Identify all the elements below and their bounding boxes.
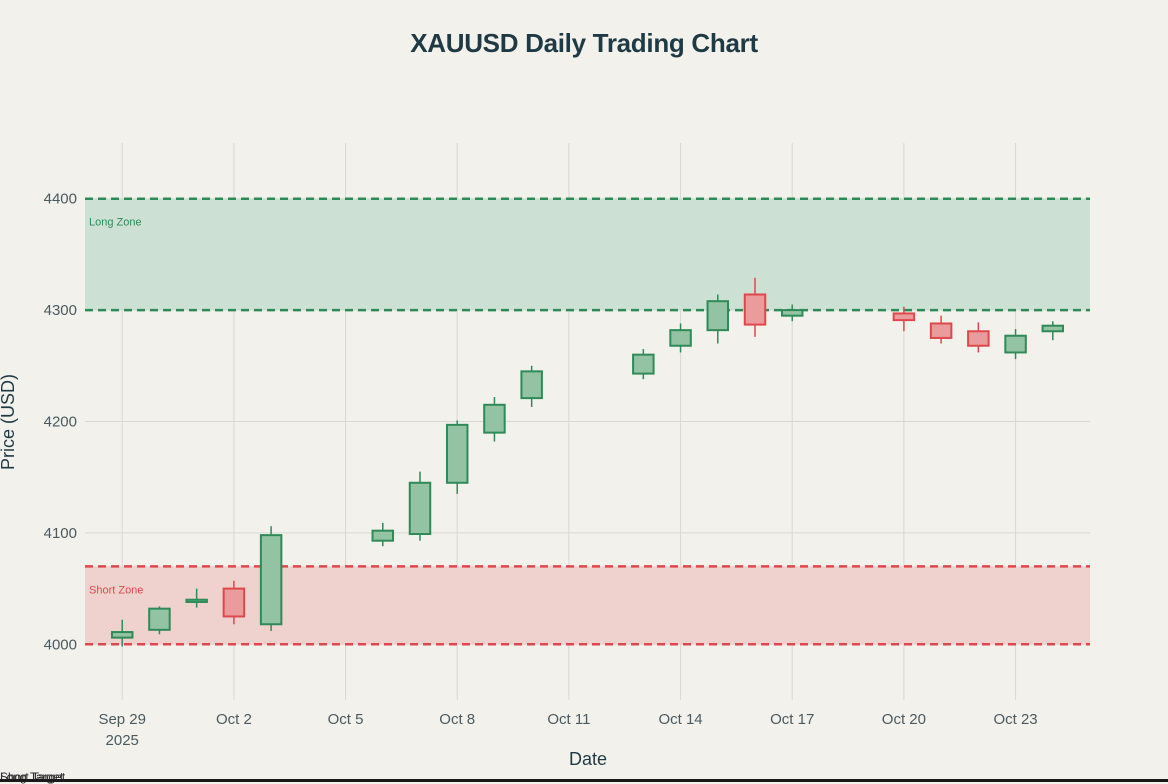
zone-band bbox=[85, 566, 1090, 645]
candle-body bbox=[1041, 324, 1065, 333]
y-tick-label: 4300 bbox=[44, 302, 77, 319]
candle-body bbox=[259, 534, 283, 626]
x-tick-sublabel: 2025 bbox=[106, 732, 139, 749]
x-tick-label: Oct 17 bbox=[770, 711, 814, 728]
candle-body bbox=[371, 529, 395, 542]
candle-body bbox=[1004, 334, 1027, 354]
candle-body bbox=[632, 353, 655, 375]
candle-body bbox=[483, 403, 506, 434]
candle-body bbox=[185, 598, 208, 603]
candle-body bbox=[669, 329, 692, 347]
x-tick-label: Sep 29 bbox=[98, 711, 146, 728]
x-tick-label: Oct 11 bbox=[547, 711, 590, 728]
candle-body bbox=[780, 309, 804, 317]
candle-body bbox=[110, 631, 134, 639]
candle-body bbox=[520, 370, 543, 400]
candle-body bbox=[929, 322, 953, 339]
candle-body bbox=[706, 300, 730, 332]
x-tick-label: Oct 8 bbox=[439, 711, 475, 728]
x-axis-label: Date bbox=[569, 749, 607, 769]
x-tick-label: Oct 23 bbox=[993, 711, 1037, 728]
candle-body bbox=[967, 330, 990, 347]
y-tick-label: 4100 bbox=[44, 525, 77, 542]
y-tick-label: 4000 bbox=[44, 636, 77, 653]
y-tick-label: 4200 bbox=[44, 414, 77, 431]
zone-label: Short Zone bbox=[89, 584, 143, 596]
candle-body bbox=[408, 481, 432, 536]
zone-band bbox=[85, 198, 1090, 311]
candle-body bbox=[148, 607, 171, 631]
x-tick-label: Oct 5 bbox=[328, 711, 364, 728]
x-tick-label: Oct 2 bbox=[216, 711, 252, 728]
y-axis-ticks: 4000 4100 4200 4300 4400 bbox=[44, 191, 77, 654]
trade-zones: Long Zone Short Zone bbox=[85, 197, 1090, 646]
x-tick-label: Oct 20 bbox=[882, 711, 926, 728]
candle-body bbox=[892, 312, 916, 322]
candle-body bbox=[743, 293, 767, 326]
x-axis-ticks: Sep 29 2025 Oct 2 Oct 5 Oct 8 Oct 11 Oct 14 Oct… bbox=[98, 711, 1037, 749]
zone-label: Long Zone bbox=[89, 217, 142, 229]
x-tick-label: Oct 14 bbox=[658, 711, 702, 728]
chart-title: XAUUSD Daily Trading Chart bbox=[410, 28, 758, 58]
y-axis-label: Price (USD) bbox=[0, 374, 18, 470]
candle-body bbox=[222, 587, 246, 618]
y-tick-label: 4400 bbox=[44, 191, 77, 208]
bottom-border bbox=[0, 779, 1168, 782]
candle-body bbox=[445, 423, 469, 484]
candles bbox=[110, 277, 1065, 647]
